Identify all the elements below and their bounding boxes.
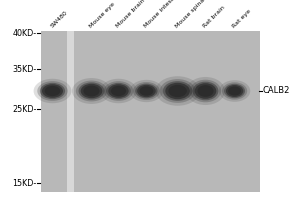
- Text: Mouse eye: Mouse eye: [88, 2, 116, 29]
- Ellipse shape: [137, 85, 156, 97]
- Text: Mouse brain: Mouse brain: [116, 0, 146, 29]
- Ellipse shape: [190, 80, 221, 102]
- Ellipse shape: [111, 86, 126, 96]
- Text: 25KD-: 25KD-: [12, 104, 36, 114]
- Ellipse shape: [219, 80, 250, 102]
- Ellipse shape: [108, 84, 129, 98]
- Bar: [67, 31, 74, 192]
- Ellipse shape: [83, 86, 100, 96]
- Ellipse shape: [133, 82, 160, 100]
- Ellipse shape: [140, 86, 153, 96]
- Bar: [40, 31, 260, 192]
- Ellipse shape: [165, 83, 190, 99]
- Text: 15KD-: 15KD-: [12, 178, 36, 188]
- Ellipse shape: [163, 81, 192, 101]
- Ellipse shape: [130, 80, 163, 102]
- Text: Rat brain: Rat brain: [202, 5, 226, 29]
- Ellipse shape: [81, 84, 102, 98]
- Ellipse shape: [222, 82, 247, 100]
- Ellipse shape: [135, 84, 158, 98]
- Ellipse shape: [104, 81, 133, 101]
- Ellipse shape: [193, 82, 218, 100]
- Ellipse shape: [226, 85, 243, 97]
- Ellipse shape: [37, 81, 68, 101]
- Ellipse shape: [34, 79, 71, 103]
- Text: Mouse intestine: Mouse intestine: [143, 0, 182, 29]
- Text: SW480: SW480: [50, 10, 68, 29]
- Text: CALB2: CALB2: [263, 86, 290, 95]
- Text: Mouse spinal cord: Mouse spinal cord: [175, 0, 218, 29]
- Ellipse shape: [160, 79, 195, 103]
- Ellipse shape: [195, 83, 216, 99]
- Ellipse shape: [100, 79, 137, 103]
- Text: Rat eye: Rat eye: [232, 8, 252, 29]
- Ellipse shape: [224, 84, 245, 98]
- Ellipse shape: [186, 77, 225, 105]
- Ellipse shape: [197, 85, 214, 97]
- Text: 40KD-: 40KD-: [12, 28, 36, 38]
- Ellipse shape: [168, 85, 187, 97]
- Ellipse shape: [228, 86, 241, 95]
- Text: 35KD-: 35KD-: [12, 64, 36, 73]
- Ellipse shape: [76, 81, 107, 101]
- Ellipse shape: [40, 83, 65, 99]
- Ellipse shape: [79, 82, 104, 100]
- Ellipse shape: [155, 76, 200, 106]
- Ellipse shape: [45, 86, 60, 96]
- Ellipse shape: [72, 78, 111, 104]
- Ellipse shape: [106, 83, 131, 99]
- Ellipse shape: [42, 84, 63, 98]
